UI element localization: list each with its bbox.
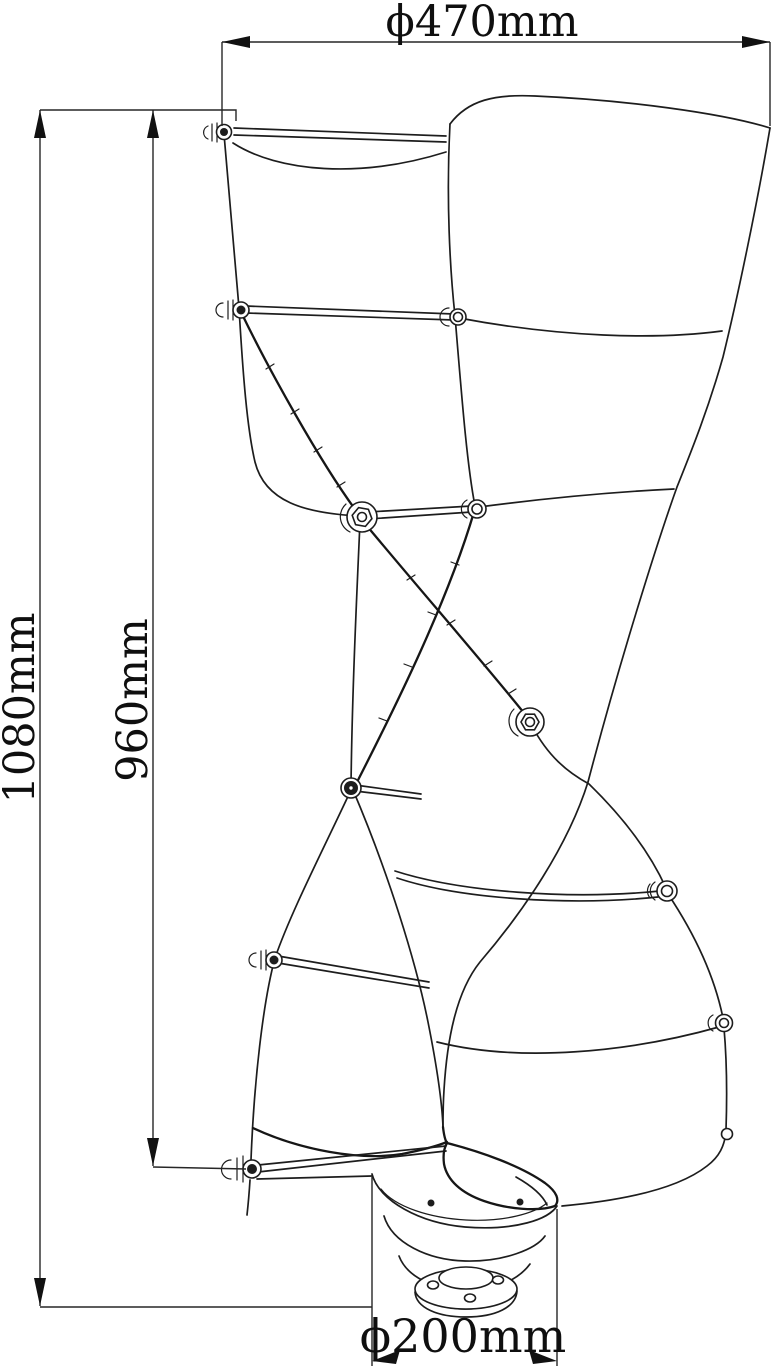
dimension-base-diameter: ϕ200mm [360,1177,566,1366]
hub-hex-bolts [339,501,545,737]
arrow-down-icon [34,1278,46,1306]
dimension-top-diameter: ϕ470mm [221,0,771,126]
top-diameter-label: ϕ470mm [386,0,579,47]
overall-height-label: 1080mm [0,613,45,804]
turbine-rotor [203,94,771,1216]
edge-hatching [406,574,517,695]
dimension-blade-height: 960mm [108,110,247,1170]
edge-hatching [378,561,460,722]
rotor-bottom-hub [441,1125,559,1211]
blade-height-label: 960mm [108,618,158,782]
support-struts [233,127,723,1180]
dimension-overall-height: 1080mm [0,109,372,1308]
arrow-left-icon [372,1350,400,1364]
arrow-up-icon [34,110,46,138]
generator-base [371,1173,558,1318]
arrow-right-icon [529,1350,557,1364]
arrow-down-icon [147,1138,159,1166]
blade-nuts-right [439,307,734,1141]
blade-bolts-left [203,122,362,1183]
base-flange [414,1266,518,1318]
arrow-up-icon [147,110,159,138]
arrow-left-icon [222,36,250,48]
edge-hatching [265,363,346,488]
base-diameter-label: ϕ200mm [360,1309,566,1363]
arrow-right-icon [742,36,770,48]
